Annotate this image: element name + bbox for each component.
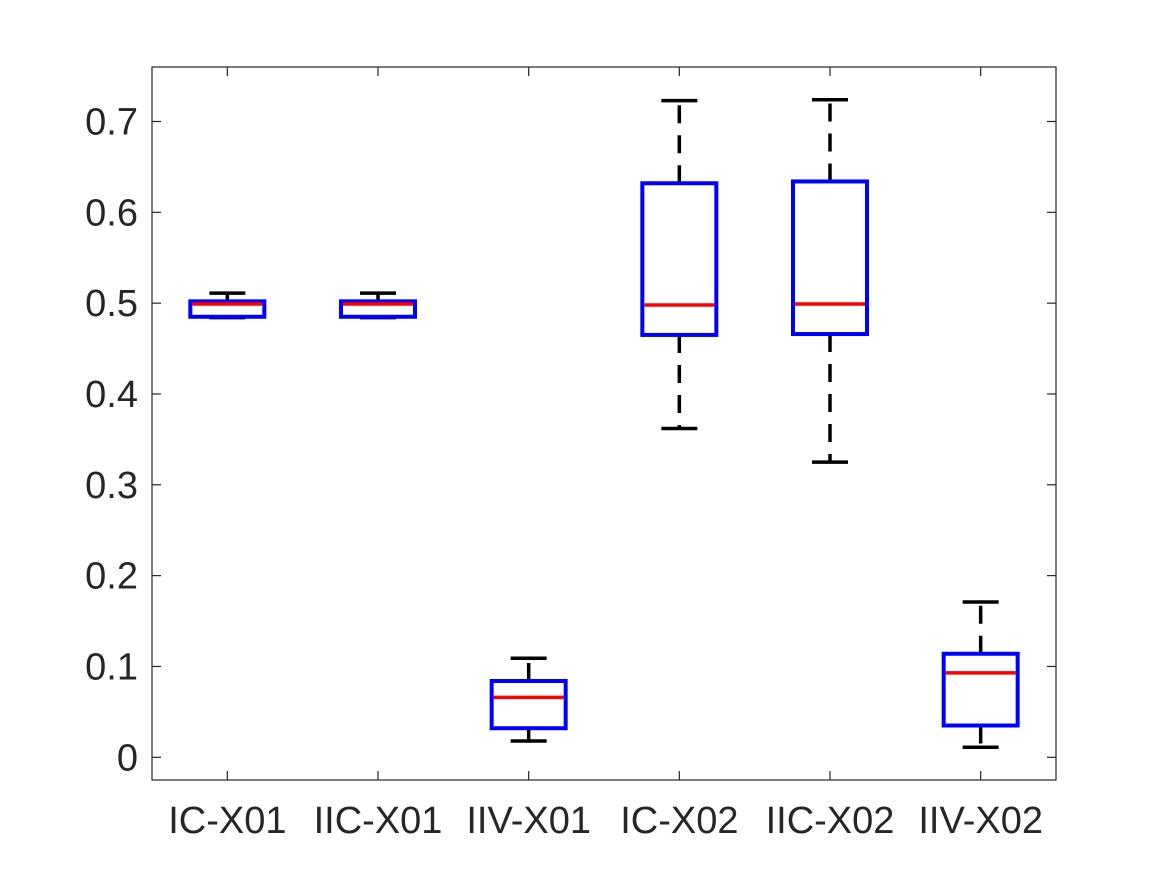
x-tick-label: IIC-X02 <box>766 800 895 842</box>
box-iqr <box>339 299 417 319</box>
plot-background <box>152 67 1056 780</box>
y-tick-labels: 0 0.1 0.2 0.3 0.4 0.5 0.6 0.7 <box>85 101 138 779</box>
axes-frame <box>151 66 1057 781</box>
box-group <box>188 291 267 320</box>
box-group <box>640 98 719 431</box>
box-group <box>791 97 869 464</box>
x-tick-label: IIC-X01 <box>314 800 443 842</box>
box-iqr <box>188 299 267 319</box>
y-tick-label: 0.1 <box>85 646 138 688</box>
y-tick-label: 0 <box>117 737 138 779</box>
x-tick-label: IC-X01 <box>168 800 286 842</box>
x-tick-label: IIV-X02 <box>918 800 1043 842</box>
axis-ticks <box>152 67 1056 780</box>
y-tick-label: 0.5 <box>85 283 138 325</box>
x-tick-labels: IC-X01 IIC-X01 IIV-X01 IC-X02 IIC-X02 IIV-X02 <box>168 800 1043 842</box>
y-tick-label: 0.6 <box>85 192 138 234</box>
box-iqr <box>489 678 568 731</box>
box-iqr <box>941 651 1020 728</box>
box-group <box>489 656 568 743</box>
y-tick-label: 0.3 <box>85 465 138 507</box>
box-iqr <box>791 179 869 337</box>
box-series <box>188 97 1020 750</box>
y-tick-label: 0.7 <box>85 101 138 143</box>
box-iqr <box>640 181 719 337</box>
y-tick-label: 0.4 <box>85 374 138 416</box>
box-group <box>339 291 417 320</box>
x-tick-label: IC-X02 <box>620 800 738 842</box>
y-tick-label: 0.2 <box>85 556 138 598</box>
box-group <box>941 600 1020 750</box>
x-tick-label: IIV-X01 <box>466 800 591 842</box>
